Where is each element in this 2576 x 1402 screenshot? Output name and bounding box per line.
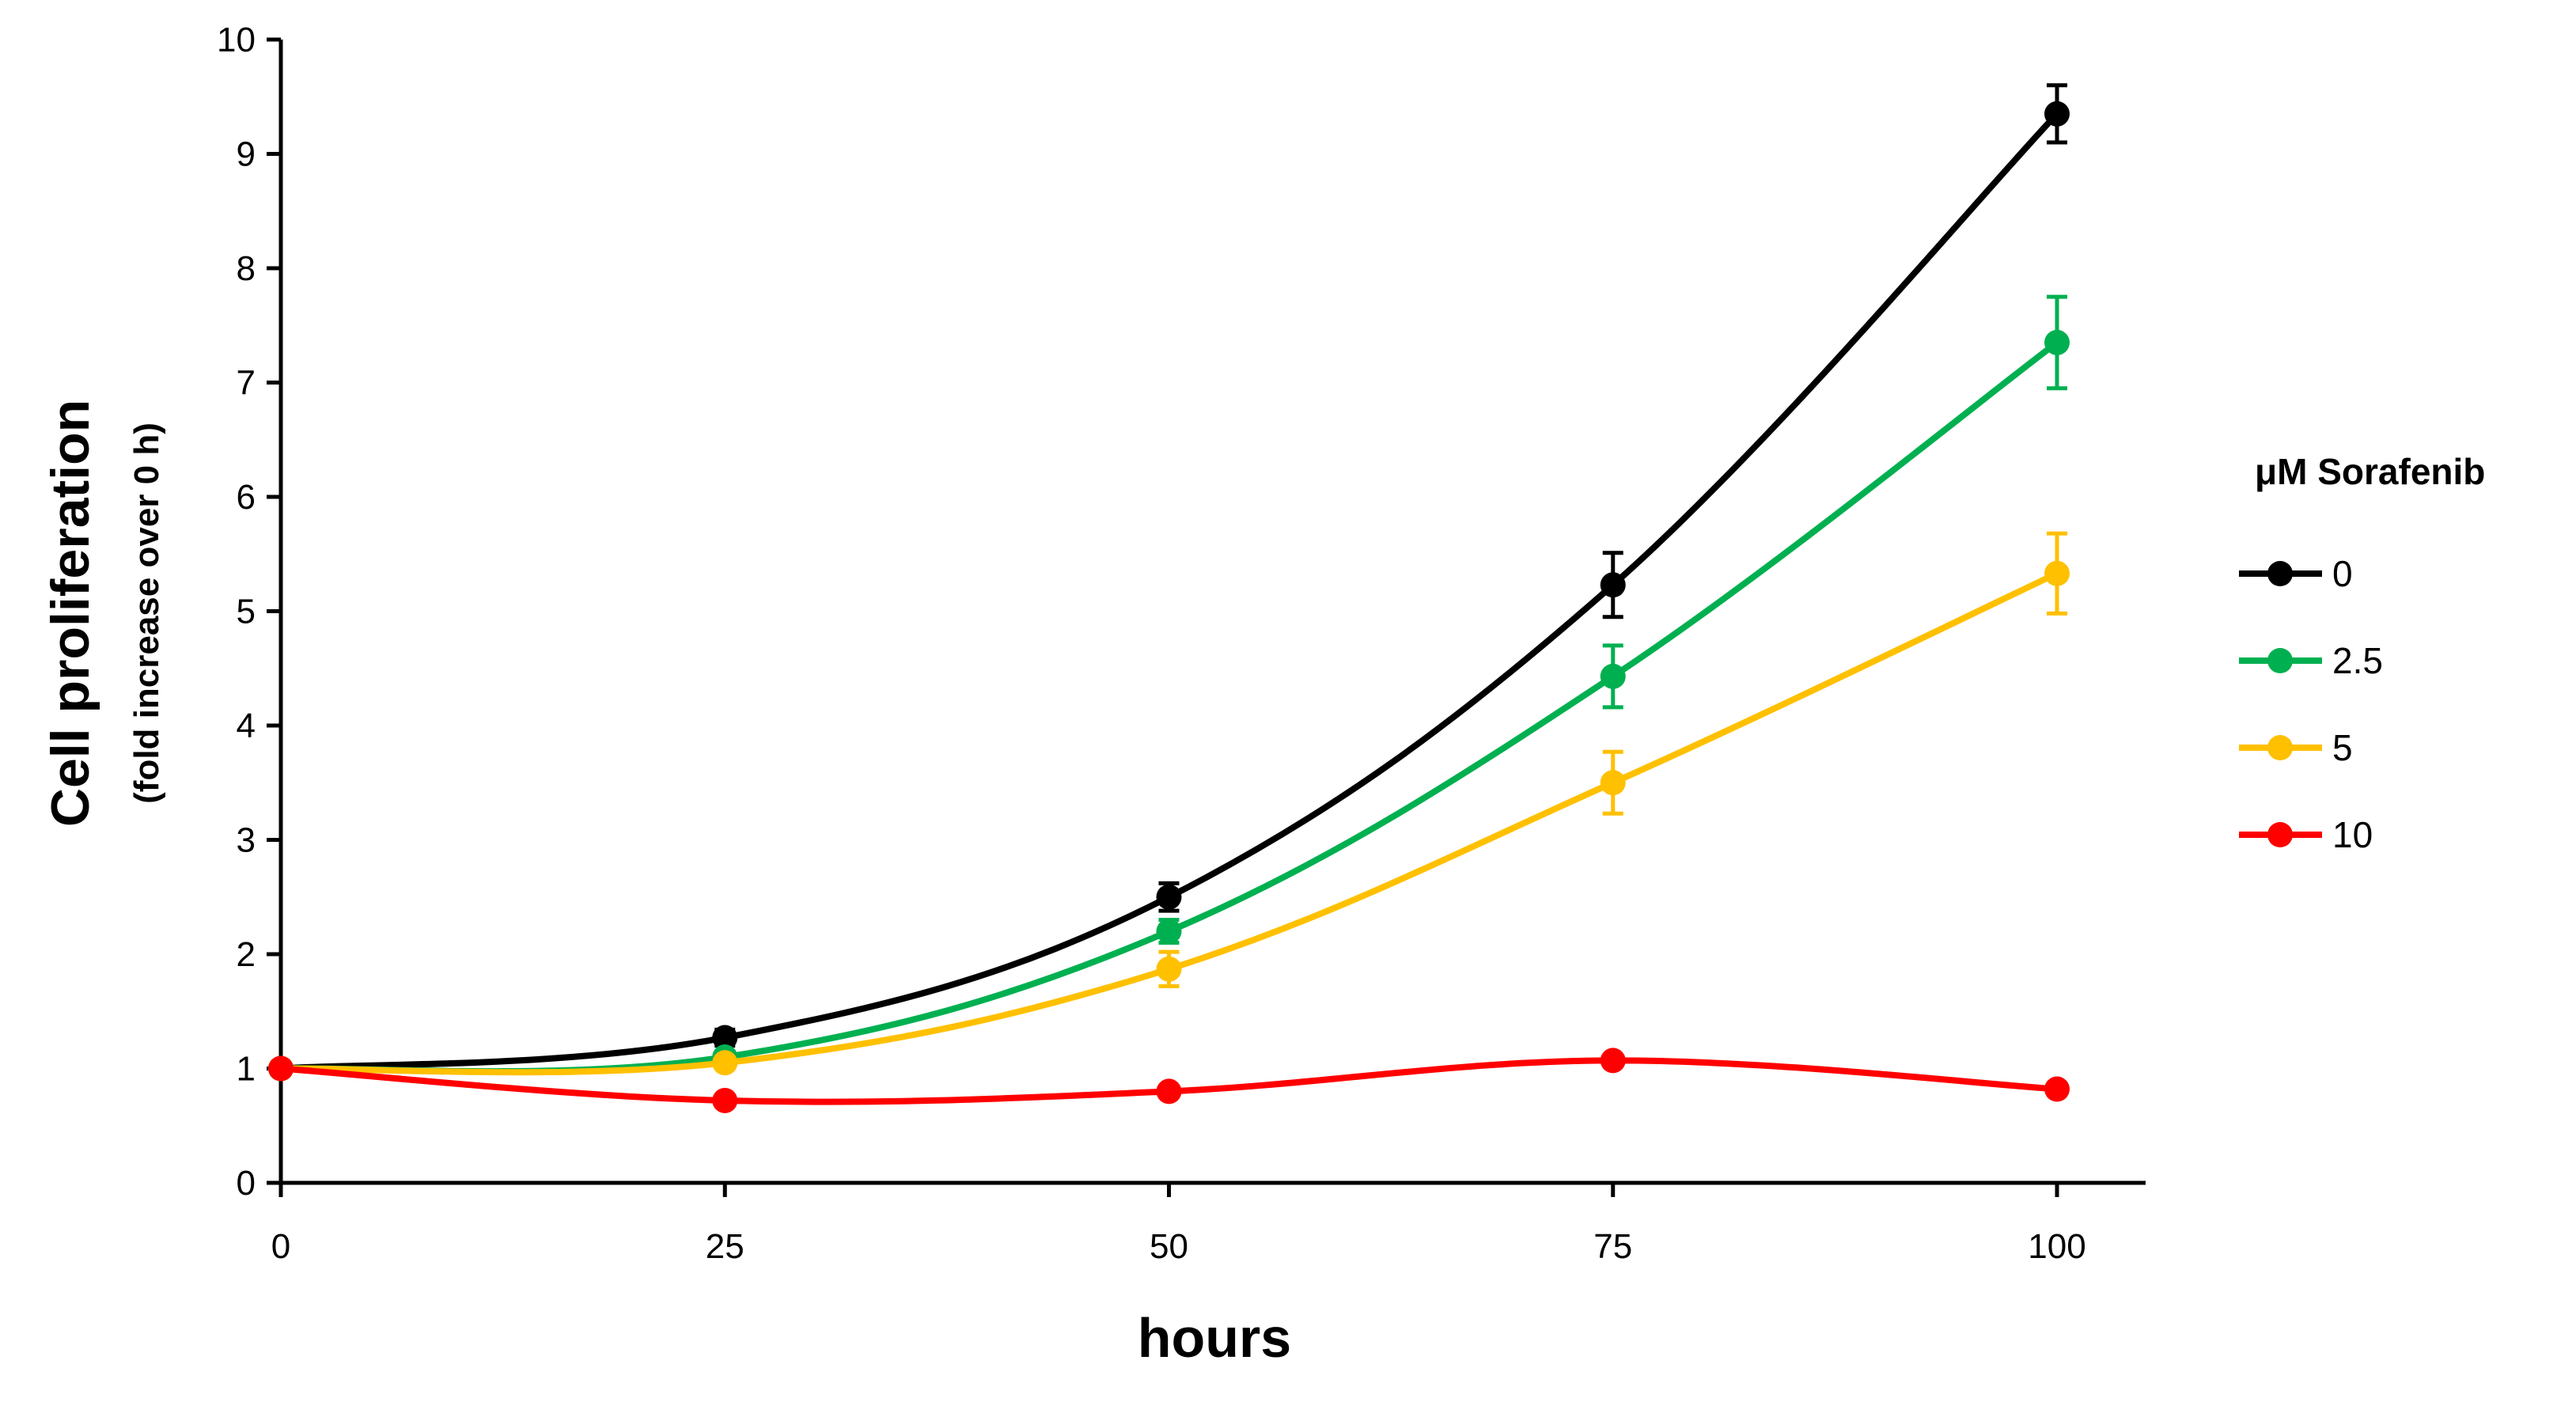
series-line [278,570,2060,1076]
y-tick-label: 7 [237,364,256,403]
data-point [712,1087,738,1113]
y-tick-label: 4 [237,707,256,745]
data-point [1156,1078,1182,1105]
data-point [2044,560,2070,586]
data-point [268,1055,294,1082]
series-0 [268,83,2070,1082]
x-ticks: 0 25 50 75 100 [271,1183,2086,1266]
x-tick-label: 100 [2028,1227,2085,1266]
legend-swatch-marker [2267,822,2293,847]
data-point [712,1050,738,1076]
data-point [1156,956,1182,982]
x-axis-title: hours [1138,1307,1291,1369]
data-point [2044,329,2070,355]
legend-swatch-marker [2267,648,2293,673]
data-point [712,1025,738,1051]
y-tick-label: 0 [237,1164,256,1203]
legend: μM Sorafenib 0 2.5 5 10 [2239,451,2485,855]
y-tick-label: 9 [237,135,256,174]
legend-swatch-marker [2267,735,2293,760]
data-point [1600,1048,1626,1074]
y-tick-label: 10 [217,21,256,59]
series [268,83,2070,1113]
legend-label: 5 [2332,727,2353,768]
y-tick-label: 5 [237,593,256,631]
legend-label: 10 [2332,814,2373,855]
axes [278,40,2146,1185]
y-tick-label: 8 [237,249,256,288]
x-tick-label: 50 [1150,1227,1188,1266]
data-point [1156,919,1182,945]
x-tick-label: 25 [706,1227,744,1266]
y-tick-label: 2 [237,935,256,974]
legend-title: μM Sorafenib [2255,451,2485,492]
y-axis-title: Cell proliferation [40,400,100,827]
y-ticks: 0 1 2 3 4 5 6 7 8 9 10 [217,21,281,1203]
data-point [1600,770,1626,796]
series-10 [268,1048,2070,1113]
data-point [1156,884,1182,910]
series-line [278,110,2060,1072]
y-tick-label: 6 [237,478,256,517]
data-point [2044,1076,2070,1102]
legend-label: 2.5 [2332,640,2383,681]
y-tick-label: 1 [237,1050,256,1089]
data-point [2044,100,2070,127]
y-tick-label: 3 [237,821,256,860]
data-point [1600,663,1626,689]
legend-label: 0 [2332,553,2353,594]
series-5 [268,531,2070,1082]
x-tick-label: 0 [271,1227,290,1266]
legend-swatch-marker [2267,561,2293,586]
x-tick-label: 75 [1593,1227,1632,1266]
y-axis-subtitle: (fold increase over 0 h) [127,422,166,804]
data-point [1600,572,1626,598]
